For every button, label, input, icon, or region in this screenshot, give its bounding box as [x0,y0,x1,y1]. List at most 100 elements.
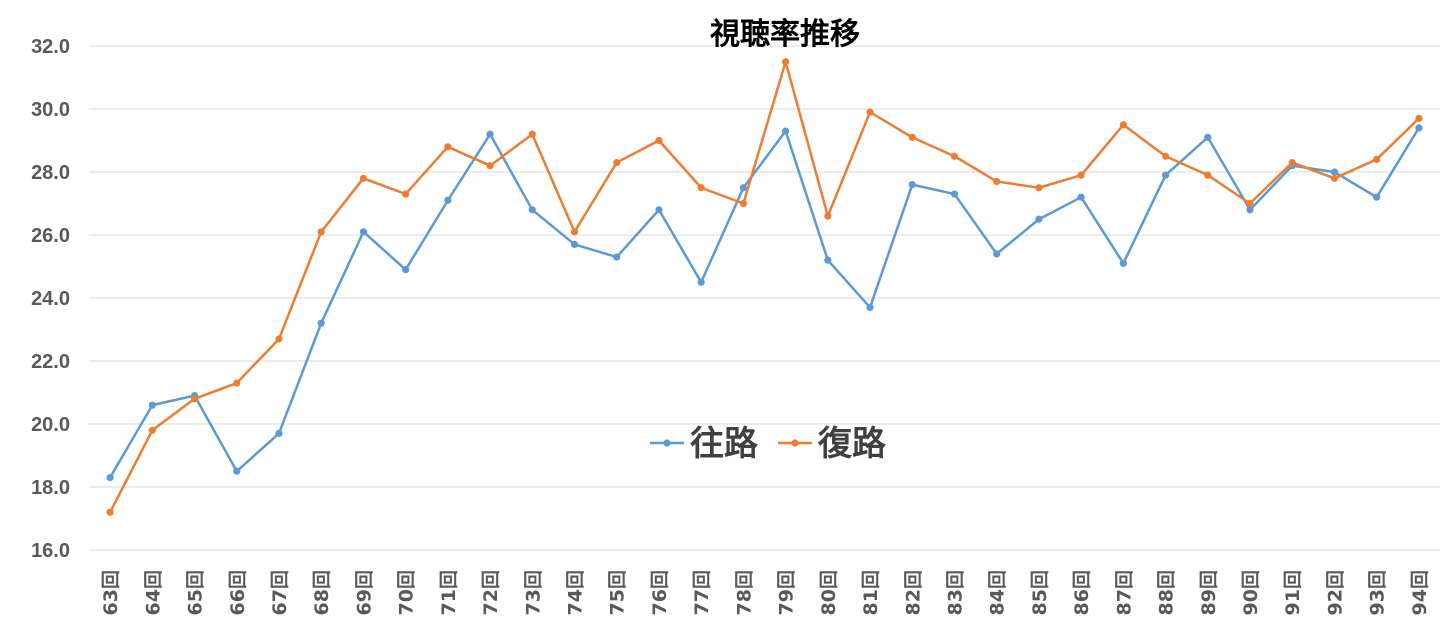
data-point [1119,121,1127,129]
x-tick-label: 76回 [649,570,671,615]
y-tick-label: 16.0 [31,540,70,562]
series-2 [106,58,1423,516]
data-point [1035,215,1043,223]
data-point [570,228,579,236]
data-point [950,190,959,198]
data-point [444,196,452,204]
x-tick-label: 72回 [480,570,502,615]
data-point [866,303,874,312]
x-tick-label: 64回 [142,570,164,615]
data-point [1246,206,1254,214]
x-tick-label: 93回 [1367,570,1389,615]
x-tick-label: 70回 [396,570,418,615]
data-point [190,395,199,403]
data-point [1077,171,1085,179]
gridlines [89,45,1440,551]
data-point [106,508,114,516]
x-tick-label: 85回 [1029,570,1051,615]
data-point [1373,193,1381,201]
data-point [697,278,705,286]
data-point [1330,168,1339,176]
data-point [106,473,114,482]
series-line [108,60,1421,514]
data-point [148,426,156,434]
data-point [782,127,790,135]
x-tick-label: 73回 [522,570,544,615]
data-point [233,467,241,475]
data-point [1204,171,1212,179]
data-point [444,143,452,151]
data-point [1035,184,1043,192]
data-point [359,174,368,182]
x-tick-label: 84回 [987,570,1009,615]
legend-item: 往路 [650,424,759,464]
data-point [739,184,747,192]
data-point [1246,199,1254,208]
x-tick-label: 74回 [565,570,587,615]
y-tick-label: 20.0 [31,414,70,436]
x-tick-label: 86回 [1071,570,1093,615]
x-tick-label: 82回 [902,570,924,615]
data-point [908,181,916,189]
x-tick-label: 75回 [607,570,629,615]
data-point [570,240,579,249]
y-tick-label: 26.0 [31,225,70,247]
legend-swatch-marker [791,439,799,447]
x-tick-label: 81回 [860,570,882,615]
data-point [824,256,832,264]
y-tick-label: 28.0 [31,162,70,184]
data-point [486,130,494,138]
legend: 往路 復路 [650,424,887,464]
data-point [655,206,663,214]
data-point [148,401,156,409]
data-point [402,190,410,198]
y-tick-label: 30.0 [31,99,70,121]
x-tick-label: 87回 [1113,570,1135,615]
legend-label: 往路 [690,424,759,464]
chart-title: 視聴率推移 [710,17,860,52]
data-point [1373,155,1381,163]
x-tick-label: 77回 [691,570,713,615]
data-point [317,319,325,327]
data-point [993,250,1001,258]
data-point [528,130,536,138]
y-tick-label: 24.0 [31,288,70,310]
legend-label: 復路 [817,424,887,464]
data-point [317,228,325,236]
data-point [950,152,959,160]
x-tick-label: 69回 [353,570,375,615]
data-point [402,266,410,274]
series-1 [106,124,1423,482]
x-tick-label: 66回 [227,570,249,615]
x-tick-label: 92回 [1324,570,1346,615]
data-point [1161,152,1170,160]
data-point [824,212,832,220]
x-tick-label: 71回 [438,570,460,615]
x-tick-label: 68回 [311,570,333,615]
data-point [1077,193,1085,201]
y-axis-ticks: 16.0 18.0 20.0 22.0 24.0 26.0 28.0 30.0 32.0 [31,36,70,562]
x-tick-label: 91回 [1282,570,1304,615]
data-point [1119,259,1127,267]
data-point [613,158,621,167]
data-point [739,199,747,208]
data-point [275,429,283,438]
data-point [1415,124,1423,132]
data-point [1330,174,1339,182]
data-point [1204,133,1212,141]
data-point [782,58,790,66]
x-tick-label: 89回 [1198,570,1220,615]
x-tick-label: 65回 [185,570,207,615]
y-tick-label: 18.0 [31,477,70,499]
data-point [486,162,494,170]
x-tick-label: 78回 [733,570,755,615]
data-point [528,206,536,214]
data-point [359,228,368,236]
series-layer [106,58,1423,516]
data-point [275,335,283,343]
data-point [655,136,663,145]
data-point [697,184,705,192]
y-tick-label: 32.0 [31,36,70,58]
